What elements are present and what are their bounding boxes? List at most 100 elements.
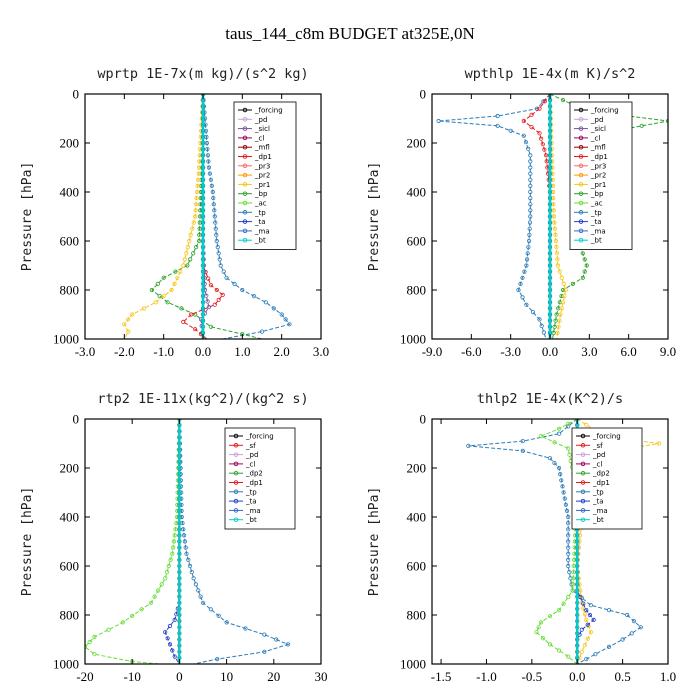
series-marker xyxy=(528,202,533,207)
y-tick-label: 800 xyxy=(407,283,427,298)
legend-entry: _forcing xyxy=(254,107,283,115)
series-marker xyxy=(524,257,530,262)
y-tick-label: 600 xyxy=(407,559,427,574)
plot-frame xyxy=(431,418,669,665)
series-marker xyxy=(585,636,590,641)
legend: _forcing_pd_sicl_cl_mfl_dp1_pr3_pr2_pr1_… xyxy=(233,101,297,250)
series-marker xyxy=(149,600,154,605)
series-marker xyxy=(584,656,589,662)
series-marker xyxy=(534,629,539,635)
series-marker xyxy=(155,281,160,286)
series-marker xyxy=(547,263,553,268)
series-marker xyxy=(172,654,177,659)
series-marker xyxy=(200,116,206,121)
legend-entry: _bp xyxy=(590,190,604,198)
series-marker xyxy=(528,171,533,176)
y-tick-label: 0 xyxy=(73,87,80,102)
series-marker xyxy=(547,171,553,176)
series-marker xyxy=(495,123,500,128)
series-marker xyxy=(582,612,587,617)
series-marker xyxy=(177,557,182,563)
series-marker xyxy=(211,202,216,207)
series-marker xyxy=(263,300,268,305)
y-tick-label: 200 xyxy=(407,136,427,151)
x-tick-label: 10 xyxy=(220,669,233,684)
legend-entry: _ta xyxy=(245,498,257,506)
series-marker xyxy=(568,576,573,581)
series-marker xyxy=(200,189,206,195)
series-marker xyxy=(200,104,206,109)
series-marker xyxy=(214,238,219,244)
legend-entry: _tp xyxy=(245,488,257,496)
series-marker xyxy=(528,208,533,213)
series-marker xyxy=(208,282,213,288)
series-marker xyxy=(200,257,206,262)
series-marker xyxy=(542,99,547,104)
x-tick-label: -3.0 xyxy=(500,344,521,359)
series-marker xyxy=(575,618,580,624)
series-marker xyxy=(529,125,534,130)
series-marker xyxy=(200,245,206,250)
series-marker xyxy=(170,648,175,653)
series-marker xyxy=(606,644,612,650)
series-marker xyxy=(554,251,560,256)
series-marker xyxy=(177,496,182,501)
series-marker xyxy=(552,226,558,231)
series-marker xyxy=(200,220,206,225)
series-marker xyxy=(620,637,625,642)
legend-entry: _dp1 xyxy=(254,153,272,161)
series-marker xyxy=(126,329,131,334)
series-marker xyxy=(193,214,198,219)
series-marker xyxy=(208,324,213,329)
y-tick-label: 1000 xyxy=(53,332,79,347)
x-tick-label: -3.0 xyxy=(75,344,96,359)
series-marker xyxy=(556,607,562,613)
series-marker xyxy=(547,275,553,280)
series-marker xyxy=(200,165,206,170)
y-tick-label: 400 xyxy=(60,185,80,200)
series-marker xyxy=(187,238,192,244)
series-marker xyxy=(287,322,292,327)
series-marker xyxy=(200,177,206,182)
x-tick-label: 0.0 xyxy=(542,344,558,359)
series-marker xyxy=(555,263,561,268)
series-marker xyxy=(175,275,180,280)
series-marker xyxy=(579,649,584,654)
series-marker xyxy=(196,171,201,176)
x-tick-label: 0.5 xyxy=(614,669,630,684)
series-marker xyxy=(527,232,532,237)
series-marker xyxy=(177,643,182,648)
series-marker xyxy=(559,275,564,280)
legend-entry: _bp xyxy=(254,190,268,198)
series-marker xyxy=(571,576,576,581)
series-marker xyxy=(575,612,580,618)
series-marker xyxy=(524,263,529,268)
series-marker xyxy=(560,300,566,305)
series-marker xyxy=(177,576,182,581)
series-marker xyxy=(547,226,553,231)
series-marker xyxy=(188,232,193,237)
x-tick-label: 9.0 xyxy=(660,344,676,359)
series-marker xyxy=(177,447,182,452)
series-marker xyxy=(566,594,571,600)
series-marker xyxy=(130,613,135,618)
series-marker xyxy=(516,287,521,293)
series-marker xyxy=(200,183,206,188)
series-marker xyxy=(200,306,206,311)
series-marker xyxy=(553,232,558,237)
series-marker xyxy=(285,642,291,647)
series-marker xyxy=(184,251,189,256)
legend-entry: _sicl xyxy=(254,125,270,133)
x-tick-label: -1.0 xyxy=(476,669,497,684)
series-marker xyxy=(177,484,182,489)
panel-title: wpthlp 1E-4x(m K)/s^2 xyxy=(465,66,636,82)
series-marker xyxy=(185,245,190,250)
series-marker xyxy=(547,104,553,109)
series-marker xyxy=(200,312,206,317)
legend-entry: _pr3 xyxy=(254,162,270,170)
series-marker xyxy=(520,448,525,453)
series-marker xyxy=(216,297,221,302)
y-tick-label: 800 xyxy=(407,608,427,623)
series-marker xyxy=(92,652,97,657)
